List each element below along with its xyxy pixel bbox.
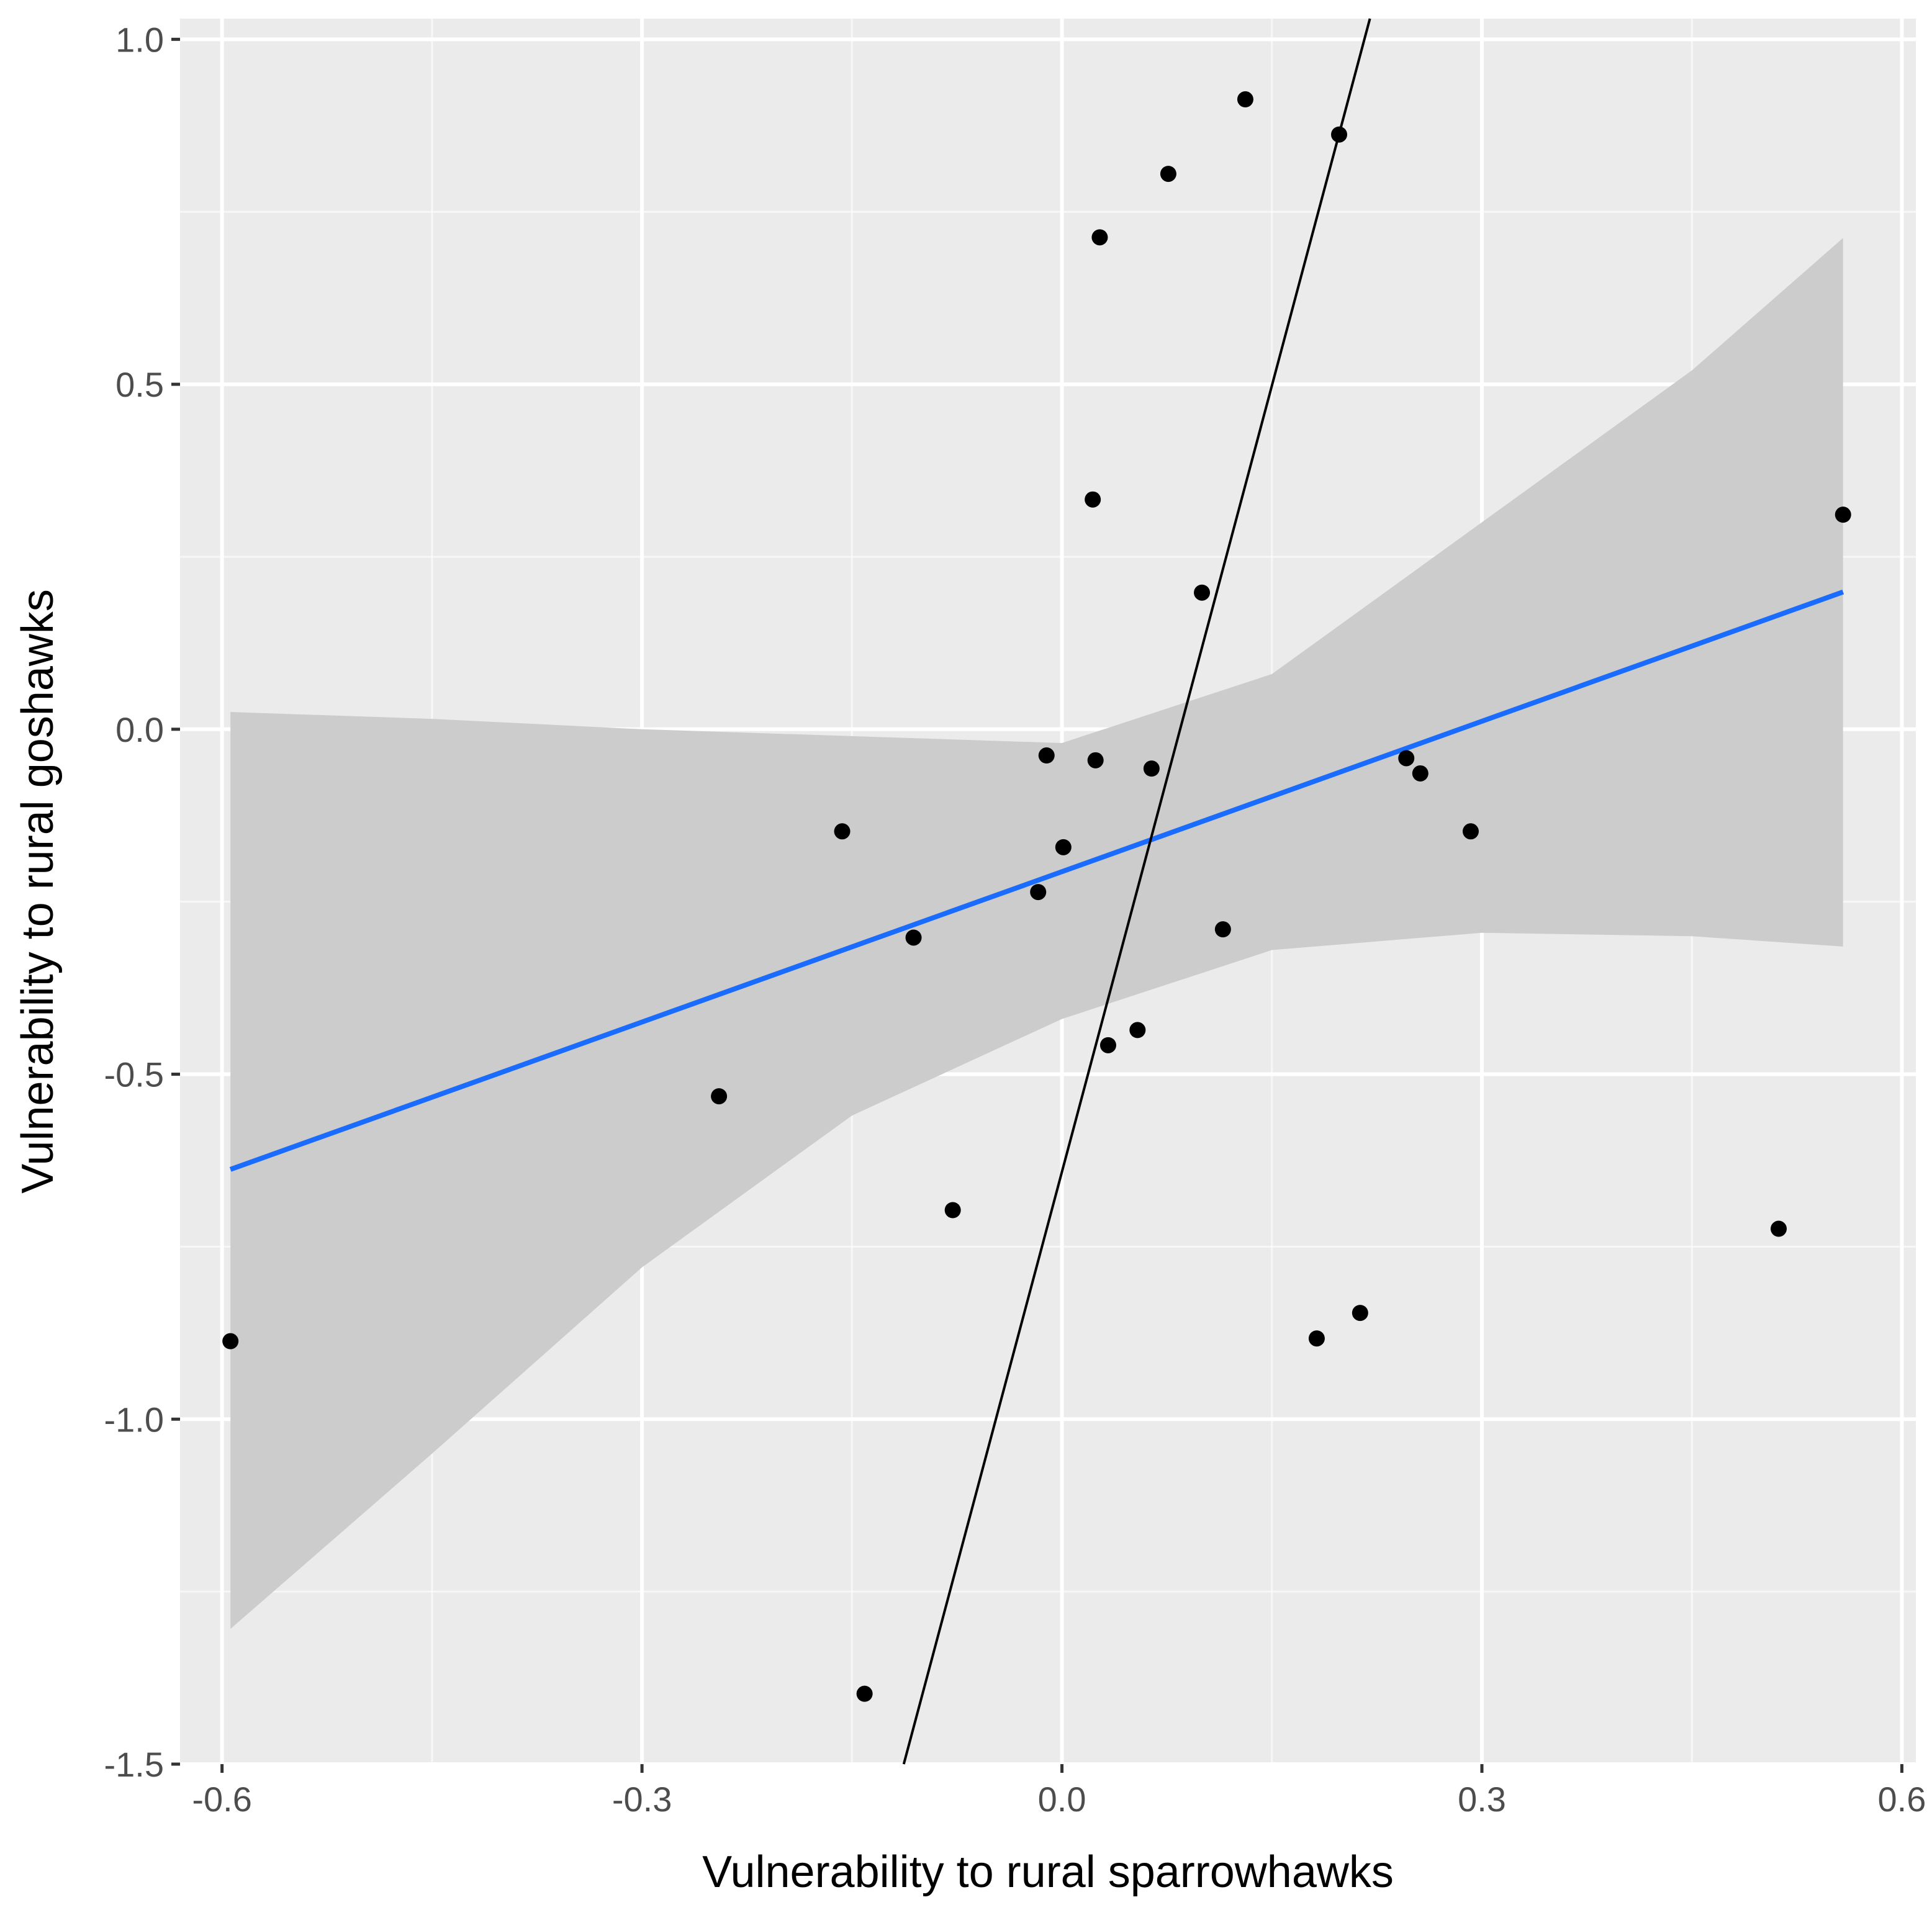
axes: -0.6 -0.3 0.0 0.3 0.6 -1.5 -1.0 -0.5 0.0 0.5 1.0: [104, 20, 1926, 1819]
data-point: [1055, 839, 1072, 855]
data-point: [222, 1333, 239, 1349]
y-tick-label: 0.0: [115, 710, 164, 749]
data-point: [1129, 1022, 1146, 1038]
data-point: [1398, 750, 1415, 767]
y-tick-label: -0.5: [104, 1055, 165, 1094]
data-point: [1160, 166, 1176, 182]
y-axis-title: Vulnerability to rural goshawks: [13, 589, 63, 1194]
data-point: [1771, 1220, 1787, 1237]
data-point: [711, 1088, 728, 1105]
data-point: [1091, 229, 1108, 246]
data-point: [1214, 921, 1231, 938]
data-point: [1308, 1330, 1325, 1347]
fit-line-layer: [229, 589, 1844, 1172]
x-tick-label: 0.0: [1038, 1780, 1086, 1819]
data-point: [1038, 747, 1055, 764]
data-point: [905, 929, 922, 946]
reference-line-layer: [902, 18, 1371, 1765]
data-point: [834, 823, 851, 840]
fit-line: [229, 589, 1844, 1172]
data-point: [1143, 760, 1160, 777]
reference-line: [902, 18, 1371, 1765]
data-point: [1087, 752, 1104, 768]
x-tick-label: -0.3: [612, 1780, 672, 1819]
confidence-band-layer: [230, 238, 1843, 1629]
points-layer: [222, 91, 1851, 1702]
data-point: [856, 1685, 873, 1702]
y-tick-label: 0.5: [115, 365, 164, 404]
confidence-band: [230, 238, 1843, 1629]
data-point: [1237, 91, 1253, 108]
y-tick-label: -1.5: [104, 1745, 165, 1784]
data-point: [1412, 765, 1429, 782]
y-tick-label: 1.0: [115, 20, 164, 59]
data-point: [1835, 507, 1851, 523]
x-tick-label: -0.6: [192, 1780, 252, 1819]
data-point: [1030, 884, 1047, 901]
x-tick-label: 0.3: [1458, 1780, 1506, 1819]
data-point: [1352, 1305, 1368, 1322]
y-tick-label: -1.0: [104, 1400, 165, 1439]
data-point: [1085, 491, 1101, 508]
data-point: [1462, 823, 1479, 840]
data-point: [1194, 584, 1211, 601]
data-point: [944, 1202, 961, 1219]
data-point: [1099, 1037, 1116, 1053]
x-axis-title: Vulnerability to rural sparrowhawks: [702, 1847, 1394, 1897]
x-tick-label: 0.6: [1878, 1780, 1926, 1819]
